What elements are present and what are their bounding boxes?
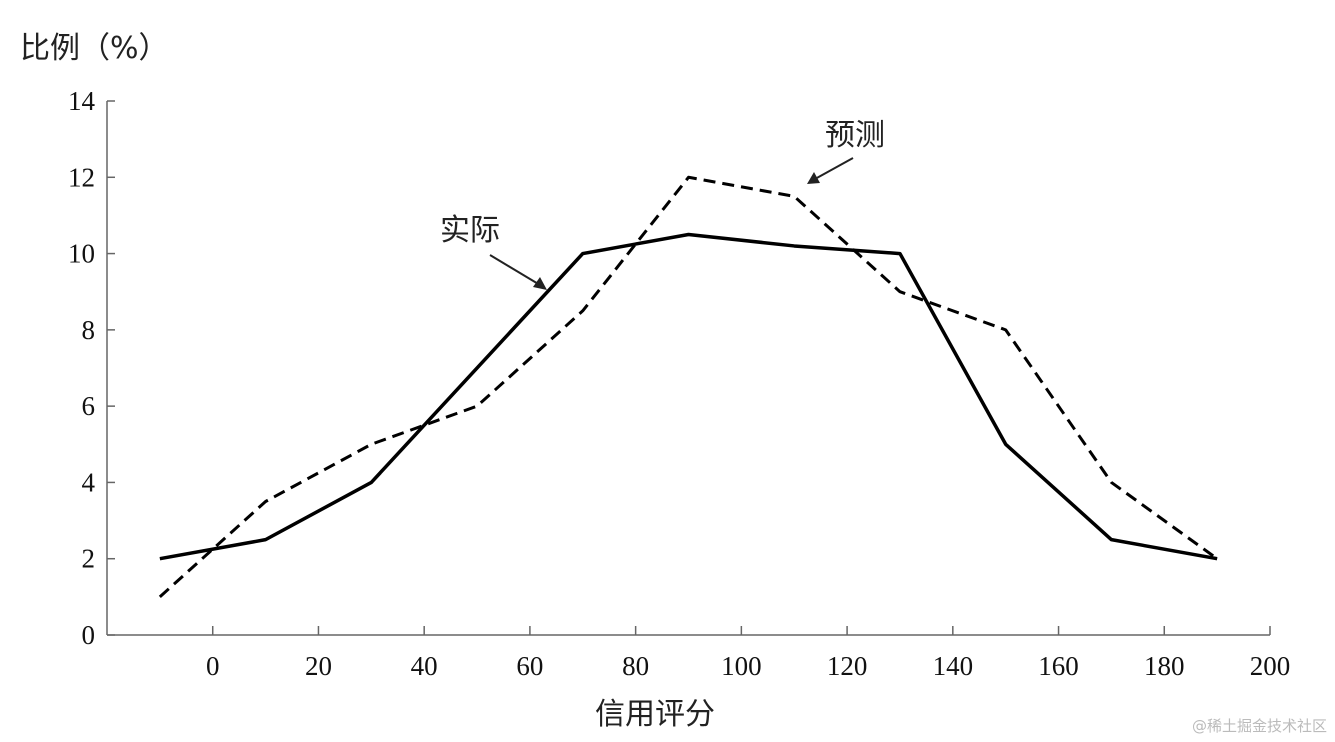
x-axis-label: 信用评分 [595,697,715,732]
axes [106,101,1270,636]
x-tick-label: 60 [516,651,543,681]
x-tick-label: 200 [1250,651,1291,681]
x-tick-label: 160 [1038,651,1079,681]
y-tick-label: 2 [82,544,96,574]
x-tick-label: 120 [827,651,868,681]
y-tick-label: 10 [68,239,95,269]
x-tick-label: 0 [206,651,220,681]
y-tick-label: 0 [82,620,96,650]
y-axis-label: 比例（%） [20,31,169,66]
series-line-predicted [158,175,1219,598]
x-tick-label: 40 [411,651,438,681]
y-tick-label: 6 [82,391,96,421]
series-line-actual [159,232,1218,561]
y-tick-label: 4 [82,467,96,497]
series-lines [158,175,1219,598]
x-tick-label: 140 [933,651,974,681]
arrow-actual [489,254,547,290]
arrow-predicted [807,157,854,184]
x-tick-label: 100 [721,651,762,681]
annotation-predicted: 预测 [825,118,885,153]
watermark: @稀土掘金技术社区 [1191,717,1327,735]
y-tick-label: 12 [68,162,95,192]
x-tick-label: 180 [1144,651,1185,681]
y-tick-label: 8 [82,315,96,345]
x-tick-label: 20 [305,651,332,681]
y-tick-label: 14 [68,86,96,116]
annotation-actual: 实际 [440,213,500,248]
x-tick-label: 80 [622,651,649,681]
